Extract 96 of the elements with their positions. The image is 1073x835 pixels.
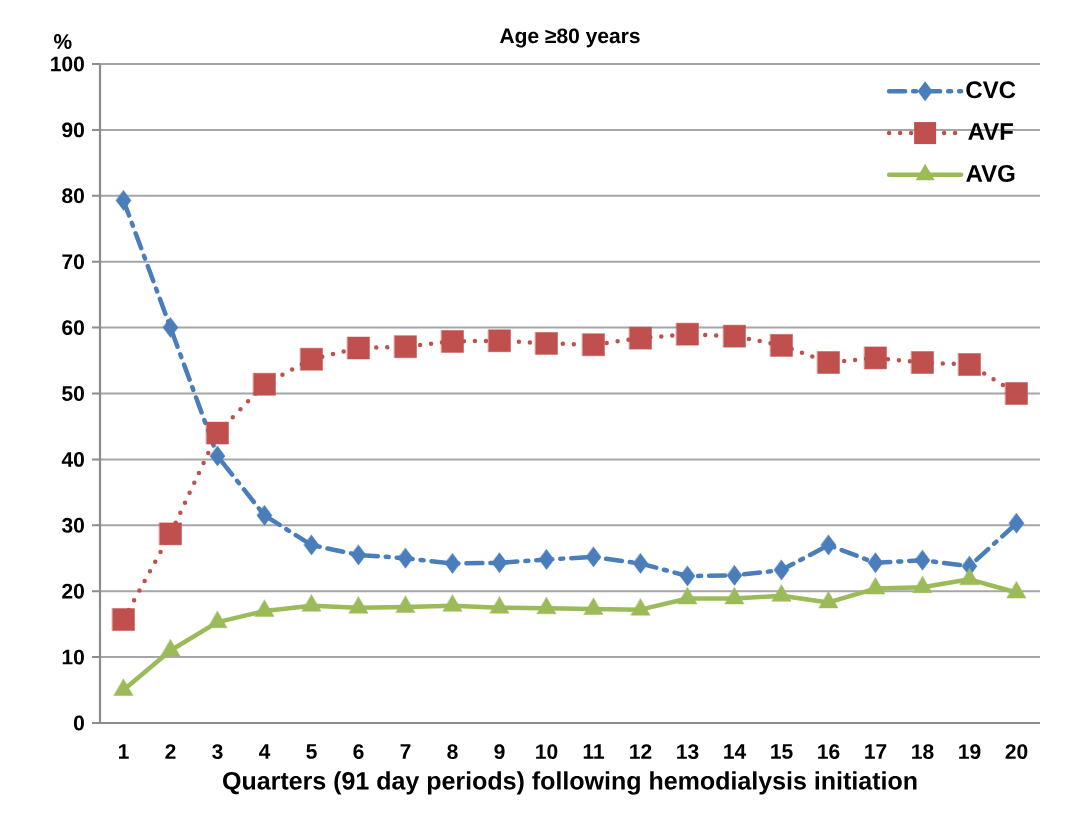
legend-label: CVC [966, 81, 1016, 99]
x-tick-label: 20 [1005, 744, 1028, 760]
point [582, 333, 605, 356]
point [820, 534, 837, 556]
x-tick-label: 7 [400, 744, 411, 759]
y-tick-label: 10 [62, 649, 84, 665]
point [348, 596, 369, 614]
point [914, 549, 931, 571]
chart-title: Age ≥80 years [499, 28, 640, 48]
x-tick-label: 16 [818, 744, 840, 760]
y-tick-label: 40 [61, 451, 84, 467]
point [726, 565, 743, 586]
point [1008, 513, 1025, 534]
x-tick-label: 18 [912, 744, 934, 760]
point [442, 594, 463, 612]
point [679, 565, 696, 587]
point [629, 326, 652, 350]
x-tick-label: 19 [959, 744, 981, 760]
point [394, 335, 417, 358]
x-tick-label: 1 [118, 744, 129, 759]
point [395, 595, 416, 613]
legend-label: AVG [966, 164, 1015, 182]
legend-label: AVF [968, 123, 1013, 140]
point [397, 548, 414, 569]
point [256, 505, 273, 526]
point [723, 324, 746, 348]
point [630, 598, 651, 616]
y-tick-label: 80 [62, 188, 84, 204]
point [585, 546, 602, 568]
point [301, 594, 322, 612]
point [911, 351, 934, 374]
point [209, 445, 226, 467]
x-tick-label: 8 [447, 744, 458, 760]
x-tick-label: 5 [306, 744, 317, 759]
x-tick-label: 15 [771, 744, 793, 759]
y-tick-label: 20 [62, 583, 84, 599]
point [770, 334, 793, 357]
point [958, 353, 981, 376]
point [488, 329, 511, 353]
point [912, 576, 933, 593]
y-tick-label: 100 [51, 56, 84, 72]
point [865, 577, 886, 595]
x-axis-title: Quarters (91 day periods) following hemodialysis initiation [223, 771, 917, 795]
point [535, 332, 558, 355]
point [1005, 382, 1028, 405]
point [160, 639, 181, 657]
point [491, 552, 508, 574]
point [207, 610, 228, 628]
point [864, 346, 887, 370]
y-tick-label: 60 [62, 320, 84, 336]
point [254, 599, 275, 617]
point [206, 421, 229, 445]
point [489, 596, 510, 614]
x-tick-label: 4 [258, 744, 271, 759]
point [677, 587, 698, 605]
point [441, 330, 464, 353]
point [538, 549, 555, 570]
x-tick-label: 14 [724, 744, 747, 759]
y-tick-label: 70 [62, 254, 84, 270]
y-tick-label: 90 [62, 122, 84, 138]
y-axis-title: % [53, 34, 72, 49]
point [347, 336, 370, 360]
x-tick-label: 6 [353, 744, 364, 760]
point [632, 553, 649, 574]
point [1006, 581, 1027, 599]
x-tick-label: 17 [865, 744, 887, 759]
x-tick-label: 12 [630, 744, 652, 759]
point [676, 322, 699, 346]
point [253, 373, 276, 396]
point [536, 597, 557, 615]
point [817, 351, 840, 374]
point [867, 552, 884, 574]
point [159, 522, 182, 546]
x-tick-label: 3 [212, 744, 223, 760]
point [112, 608, 135, 631]
point [818, 591, 839, 609]
x-tick-label: 10 [536, 744, 558, 760]
x-tick-label: 13 [677, 744, 699, 760]
point [300, 347, 323, 371]
point [115, 190, 132, 211]
point [162, 317, 179, 338]
point [113, 678, 134, 696]
point [350, 544, 367, 566]
point [724, 587, 745, 605]
x-tick-label: 9 [494, 744, 505, 760]
point [959, 568, 980, 586]
point [771, 584, 792, 602]
y-tick-label: 0 [73, 715, 84, 731]
point [583, 597, 604, 615]
point [773, 559, 790, 581]
point [444, 553, 461, 574]
y-tick-label: 50 [62, 386, 84, 401]
y-tick-label: 30 [61, 517, 84, 533]
point [303, 534, 320, 556]
x-tick-label: 11 [583, 744, 605, 759]
x-tick-label: 2 [165, 744, 176, 759]
